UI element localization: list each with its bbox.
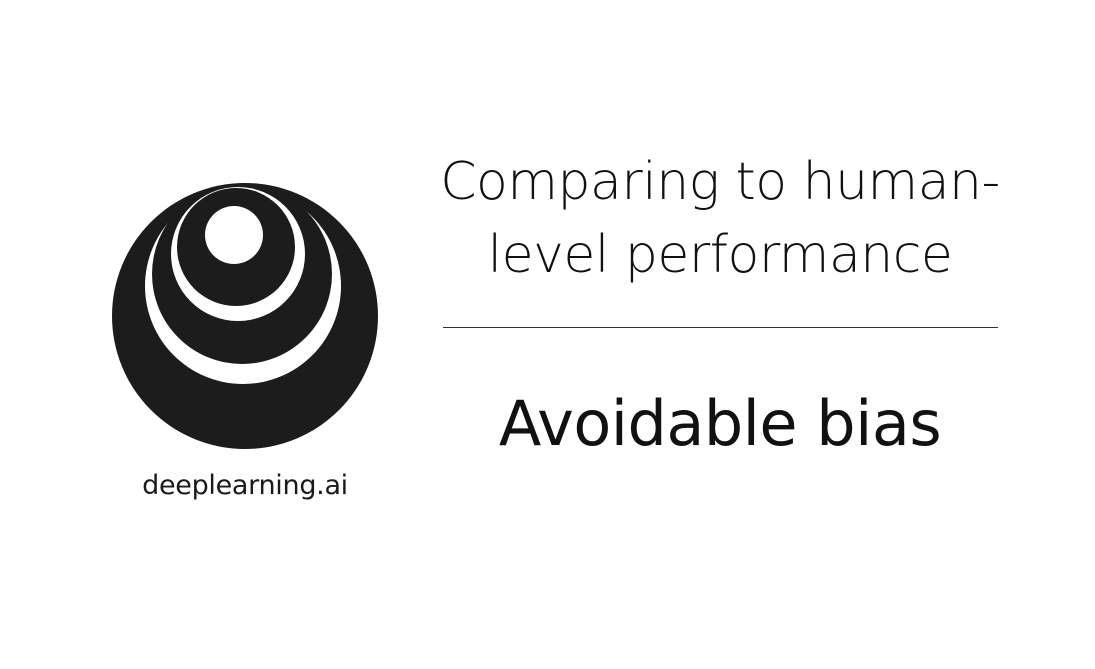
logo-text: deeplearning.ai <box>142 470 348 501</box>
logo: deeplearning.ai <box>105 168 385 508</box>
slide-subtitle: Avoidable bias <box>498 387 942 460</box>
title-line-1: Comparing to human- <box>440 152 1000 212</box>
title-divider <box>443 327 998 328</box>
deeplearning-logo-icon <box>105 168 385 458</box>
slide-title: Comparing to human- level performance <box>440 146 1000 292</box>
title-line-2: level performance <box>487 225 953 285</box>
